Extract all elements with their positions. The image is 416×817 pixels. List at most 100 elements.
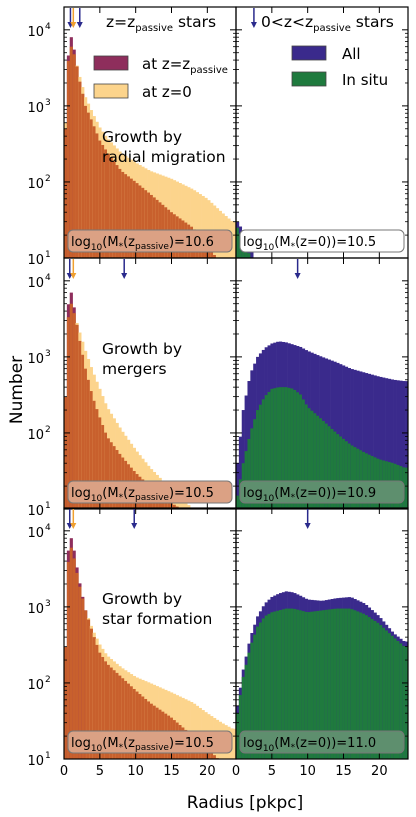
mass-label-part: (z=0))=10.5 [295,235,376,250]
panel-annotation: mergers [102,360,167,378]
x-tick-label: 15 [163,764,180,779]
bar-insitu [244,451,248,509]
bar-insitu [342,438,346,509]
y-tick-label: 10 [27,352,44,367]
bar-insitu [250,258,253,334]
mass-label-part: (M [274,736,290,751]
bar-overlap [219,263,222,334]
bar-overlap [64,646,68,759]
legend-swatch [93,55,129,71]
bar-overlap [144,698,148,759]
bar-overlap [64,396,68,509]
bar-overlap [86,379,91,509]
bar-z0 [216,529,219,585]
bar-z0 [201,195,205,258]
right-panel-header-tail: stars [351,13,394,31]
bar-z0 [127,439,131,509]
mass-label-part: )=10.5 [169,486,214,501]
left-panel-header: z=zpassive stars [106,13,216,34]
bars [64,37,236,334]
mass-label-part: 10 [91,494,103,504]
bar-z0 [215,208,220,258]
median-arrow-head [250,22,257,28]
bar-overlap [118,453,122,509]
bar-overlap [78,586,82,759]
bar-insitu [373,620,377,759]
bar-z0 [138,455,142,509]
bar-overlap [175,506,179,509]
bar-overlap [155,199,159,258]
bar-insitu [279,610,283,759]
bar-insitu [273,611,277,759]
bar-all [382,377,386,509]
y-tick-label: 10 [27,25,44,40]
bar-insitu [261,618,265,759]
bar-all [353,369,357,509]
mass-label-box [239,480,405,504]
bar-overlap [216,259,219,334]
bar-overlap [152,705,157,759]
bar-overlap [84,610,88,759]
mass-label-part: )=10.5 [169,736,214,751]
bar-overlap [129,686,134,759]
x-tick-label: 20 [199,764,216,779]
bar-overlap [104,432,108,509]
bar-z0 [184,699,188,759]
bar-overlap [75,324,79,509]
bar-overlap [225,543,228,585]
bar-insitu [264,615,268,759]
bar-overlap [213,254,217,258]
mass-label-part: (z [123,736,135,751]
bar-insitu [327,609,331,759]
y-tick-label: 10 [27,428,44,443]
bar-insitu [347,443,351,509]
bar-insitu [313,413,317,509]
left-panel-header-subscript: passive [135,23,173,34]
mass-label-part: log [243,235,263,250]
bar-overlap [210,530,213,585]
bar-overlap [124,460,128,509]
bar-overlap [107,438,111,509]
bar-overlap [101,425,105,509]
left-panel-header-tail: stars [173,13,216,31]
bar-overlap [112,446,116,509]
bar-insitu [399,643,403,759]
bar-z0 [222,534,225,585]
bar-overlap [210,752,214,759]
bar-overlap [201,239,205,258]
right-panel-header-main: 0<z<z [261,13,313,31]
bar-z0 [207,200,211,258]
median-arrow-head [121,273,128,279]
bar-overlap [129,178,134,258]
bar-overlap [147,701,151,759]
bar-overlap [75,66,79,258]
bar-overlap [144,190,148,258]
bar-overlap [207,527,210,585]
mass-label-part: (M [274,486,290,501]
bar-overlap [89,391,93,509]
y-tick-label: 10 [27,101,44,116]
bar-overlap [164,207,168,258]
bar-overlap [167,209,171,258]
y-tick-exponent: 1 [45,501,51,511]
bar-insitu [330,428,334,509]
bar-insitu [270,388,274,509]
bar-overlap [158,709,162,759]
bar-z0 [227,543,230,585]
bar-z0 [187,700,191,759]
legend-swatch [93,83,129,99]
bar-z0 [196,513,199,586]
bar-insitu [393,638,397,759]
bar-z0 [193,190,197,258]
bar-insitu [293,389,297,509]
mass-label-part: * [291,743,296,753]
bar-overlap [230,280,233,334]
x-tick-label: 0 [232,764,240,779]
bar-insitu [319,610,323,759]
bar-z0 [233,728,236,759]
bar-overlap [98,652,102,759]
median-arrow-head [70,273,77,279]
bar-overlap [115,450,119,509]
